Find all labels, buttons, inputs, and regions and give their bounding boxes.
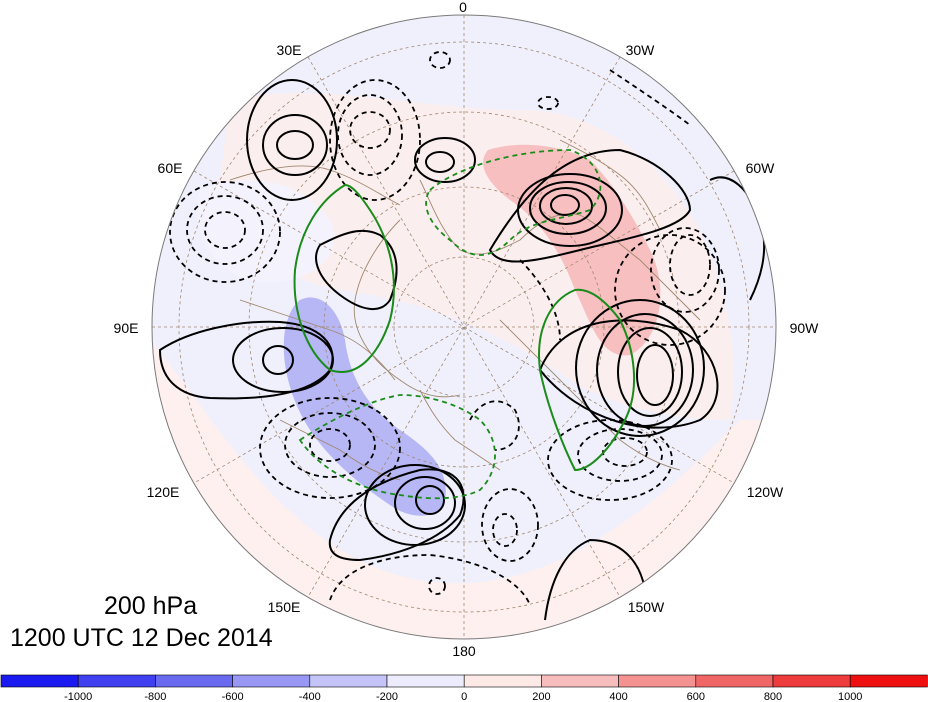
colorbar-box <box>849 674 928 688</box>
green-contours <box>293 183 635 472</box>
lon-label-90w: 90W <box>790 320 820 336</box>
colorbar-label: -1000 <box>64 691 92 702</box>
lon-label-90e: 90E <box>114 320 139 336</box>
colorbar-label: -600 <box>222 691 244 702</box>
colorbar-labels: -1000 -800 -600 -400 -200 0 200 400 600 800 1000 <box>64 691 862 702</box>
negative-contours <box>169 51 726 606</box>
lon-label-150w: 150W <box>628 599 665 615</box>
colorbar-box <box>541 674 619 688</box>
colorbar-box <box>618 674 697 688</box>
lon-label-180: 180 <box>452 643 476 659</box>
colorbar-box <box>0 674 79 688</box>
level-title: 200 hPa <box>104 592 198 620</box>
map-boundary <box>151 14 777 640</box>
colorbar-label: 0 <box>461 691 467 702</box>
colorbar-label: -200 <box>376 691 398 702</box>
lon-label-30w: 30W <box>626 42 656 58</box>
lon-label-120w: 120W <box>747 484 784 500</box>
colorbar-box <box>309 674 388 688</box>
colorbar-box <box>155 674 233 688</box>
colorbar-label: 800 <box>764 691 782 702</box>
colorbar-box <box>386 674 465 688</box>
colorbar-label: -800 <box>144 691 166 702</box>
colorbar-boxes <box>0 674 928 688</box>
lon-labels: 0 30W 60W 90W 120W 150W 180 150E 120E 90… <box>114 0 820 659</box>
lon-label-120e: 120E <box>147 484 180 500</box>
colorbar-box <box>463 674 542 688</box>
green-dashed-contours <box>298 149 602 500</box>
lon-label-30e: 30E <box>277 42 302 58</box>
colorbar-label: -400 <box>299 691 321 702</box>
colorbar-label: 600 <box>687 691 705 702</box>
colorbar-box <box>772 674 851 688</box>
colorbar-label: 200 <box>532 691 550 702</box>
colorbar-box <box>695 674 774 688</box>
lon-label-150e: 150E <box>268 599 301 615</box>
lon-label-60w: 60W <box>746 160 776 176</box>
colorbar-box <box>232 674 311 688</box>
colorbar-label: 1000 <box>838 691 862 702</box>
lon-label-0: 0 <box>459 0 467 15</box>
colorbar: -1000 -800 -600 -400 -200 0 200 400 600 800 1000 <box>0 674 928 702</box>
graticule <box>152 15 776 639</box>
lon-label-60e: 60E <box>158 160 183 176</box>
colorbar-box <box>77 674 156 688</box>
time-title: 1200 UTC 12 Dec 2014 <box>10 624 273 652</box>
colorbar-label: 400 <box>609 691 627 702</box>
